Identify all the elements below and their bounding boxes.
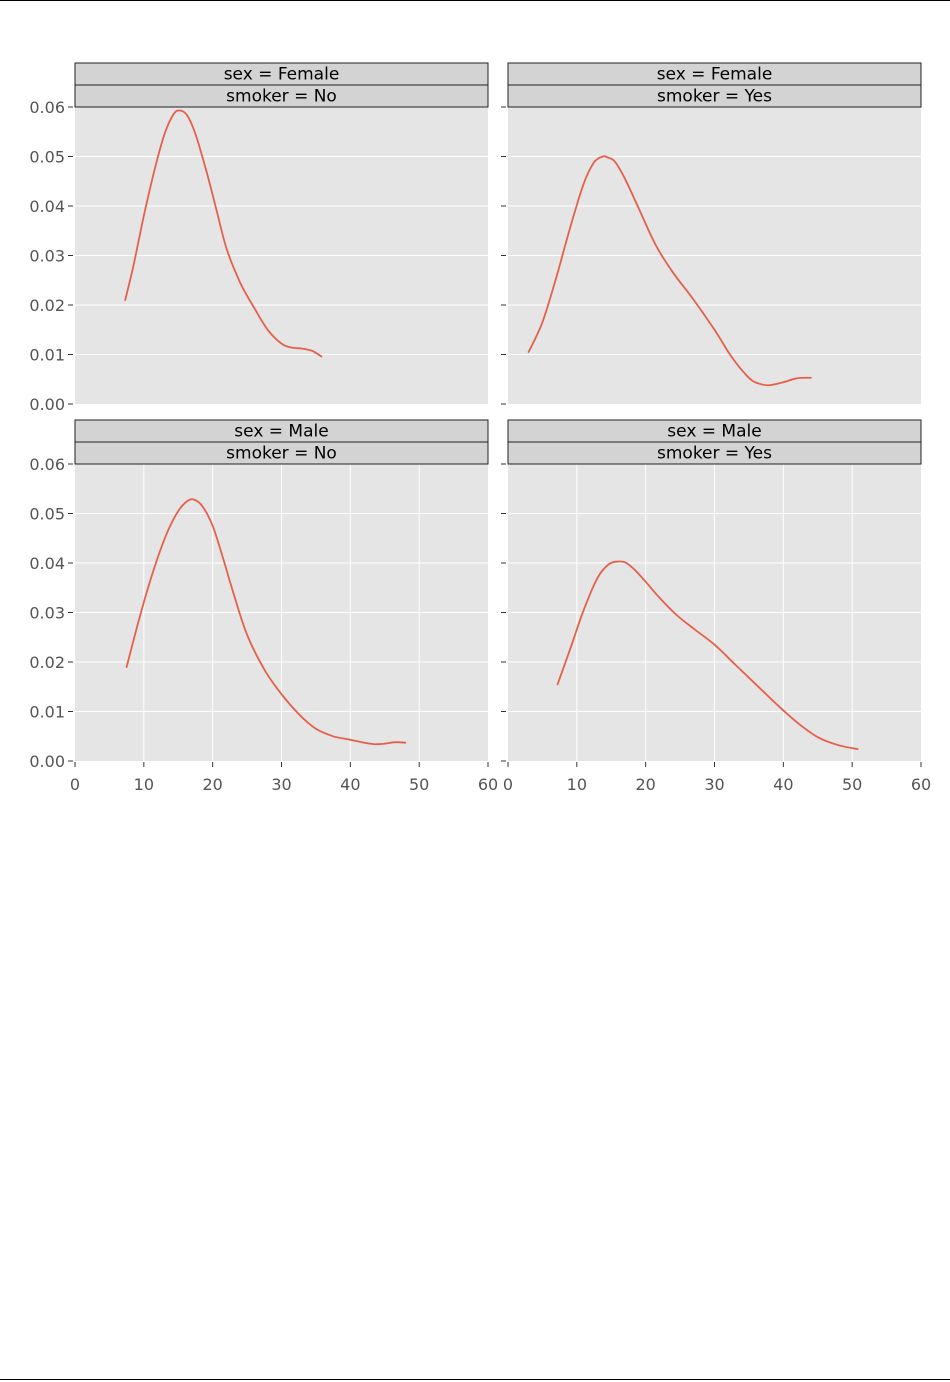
x-tick-label: 20: [202, 775, 222, 794]
strip-top-label: sex = Female: [657, 65, 773, 85]
density-curve: [124, 109, 323, 358]
x-tick-label: 30: [271, 775, 291, 794]
density-curve: [125, 498, 407, 746]
x-tick-label: 40: [340, 775, 360, 794]
x-tick-label: 20: [635, 775, 655, 794]
y-tick-label: 0.03: [29, 247, 65, 266]
y-tick-label: 0.04: [29, 197, 65, 216]
x-tick-label: 60: [478, 775, 498, 794]
strip-bottom-box: [74, 441, 489, 465]
y-tick-label: 0.06: [29, 98, 65, 117]
y-tick-label: 0.02: [29, 653, 65, 672]
x-tick-label: 0: [503, 775, 513, 794]
x-tick-label: 60: [911, 775, 931, 794]
x-tick-label: 30: [704, 775, 724, 794]
x-tick-label: 0: [70, 775, 80, 794]
strip-bottom-label: smoker = No: [226, 444, 337, 464]
y-tick-label: 0.01: [29, 346, 65, 365]
strip-top-label: sex = Male: [667, 422, 761, 442]
strip-bottom-label: smoker = No: [226, 87, 337, 107]
strip-bottom-box: [74, 84, 489, 108]
y-tick-label: 0.01: [29, 703, 65, 722]
strip-bottom-box: [507, 84, 922, 108]
x-tick-label: 50: [409, 775, 429, 794]
strip-bottom-label: smoker = Yes: [657, 87, 772, 107]
density-curve: [556, 560, 859, 750]
x-tick-label: 10: [134, 775, 154, 794]
y-tick-label: 0.04: [29, 554, 65, 573]
y-tick-label: 0.03: [29, 604, 65, 623]
y-tick-label: 0.00: [29, 395, 65, 414]
y-tick-label: 0.00: [29, 752, 65, 771]
y-tick-label: 0.06: [29, 455, 65, 474]
strip-top-label: sex = Female: [224, 65, 340, 85]
page-top-rule: [0, 0, 950, 1]
y-tick-label: 0.02: [29, 296, 65, 315]
density-curve: [527, 155, 812, 387]
strip-bottom-box: [507, 441, 922, 465]
x-tick-label: 40: [773, 775, 793, 794]
y-tick-label: 0.05: [29, 505, 65, 524]
strip-bottom-label: smoker = Yes: [657, 444, 772, 464]
strip-top-label: sex = Male: [234, 422, 328, 442]
x-tick-label: 10: [567, 775, 587, 794]
x-tick-label: 50: [842, 775, 862, 794]
page-bottom-rule: [0, 1379, 950, 1380]
y-tick-label: 0.05: [29, 148, 65, 167]
